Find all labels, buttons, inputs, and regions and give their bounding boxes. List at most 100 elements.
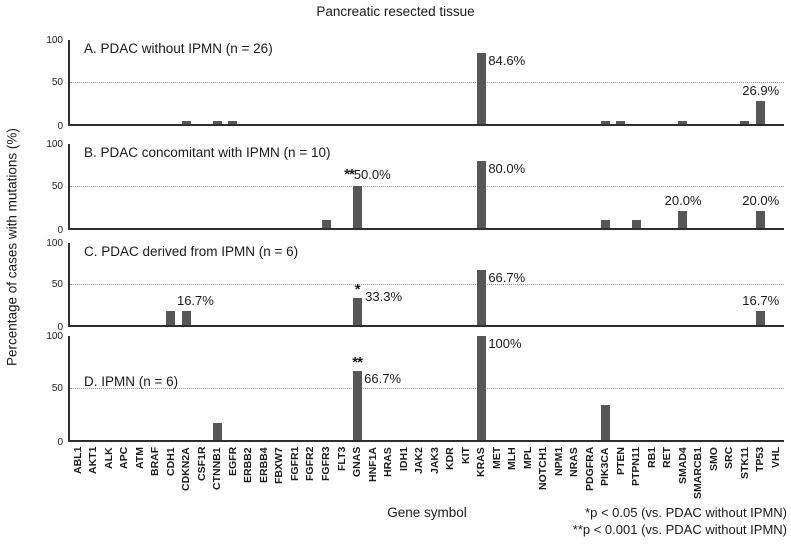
gene-slot-cdkn2a (179, 243, 195, 325)
gene-slot-fgfr3 (318, 144, 334, 228)
panel-b-title: B. PDAC concomitant with IPMN (n = 10) (84, 145, 331, 160)
gene-label-slot: MPL (520, 447, 536, 505)
gene-slot-jak2 (411, 243, 427, 325)
gene-label-csf1r: CSF1R (195, 447, 208, 482)
gene-label-smad4: SMAD4 (676, 447, 689, 484)
y-tick-label: 100 (46, 238, 63, 249)
gene-label-abl1: ABL1 (71, 447, 84, 475)
gene-slot-apc (117, 336, 133, 440)
gene-slot-met (489, 336, 505, 440)
gene-label-met: MET (490, 447, 503, 470)
gene-label-nras: NRAS (568, 447, 581, 477)
y-tick-label: 100 (46, 35, 63, 46)
gridline-50 (70, 186, 784, 187)
gene-label-hnf1a: HNF1A (366, 447, 379, 483)
gene-slot-kdr (442, 336, 458, 440)
annotation-cdkn2a: 16.7% (176, 293, 214, 309)
gene-label-slot: FGFR1 (287, 447, 303, 505)
gene-slot-smad4 (675, 336, 691, 440)
gene-slot-akt1 (86, 144, 102, 228)
annotation-tp53: 20.0% (742, 193, 780, 209)
gene-label-gnas: GNAS (351, 447, 364, 478)
gene-label-fbxw7: FBXW7 (273, 447, 286, 484)
annotation-gnas: ** (352, 353, 363, 371)
bar-egfr (228, 120, 238, 124)
gene-slot-atm (132, 243, 148, 325)
gene-slot-erbb4 (256, 144, 272, 228)
x-axis-title: Gene symbol (387, 505, 467, 520)
gene-slot-pdgfra (582, 336, 598, 440)
gene-slot-pik3ca (598, 336, 614, 440)
gene-slot-erbb4 (256, 336, 272, 440)
gene-slot-akt1 (86, 336, 102, 440)
gene-slot-pdgfra (582, 243, 598, 325)
gene-label-slot: ABL1 (70, 447, 86, 505)
gene-label-apc: APC (118, 447, 131, 470)
annotation-kras: 100% (488, 336, 522, 351)
gene-slot-braf (148, 40, 164, 124)
gene-slot-erbb4 (256, 40, 272, 124)
gene-slot-kit (458, 336, 474, 440)
gene-label-stk11: STK11 (738, 447, 751, 480)
gene-label-idh1: IDH1 (397, 447, 410, 471)
gene-slot-hnf1a (365, 40, 381, 124)
significance-stars: ** (352, 353, 363, 371)
gene-slot-smad4 (675, 40, 691, 124)
gene-slot-jak2 (411, 144, 427, 228)
gene-label-braf: BRAF (149, 447, 162, 477)
gene-slot-cdh1 (163, 40, 179, 124)
bars-area (70, 336, 784, 440)
gene-slot-mlh (504, 144, 520, 228)
gene-label-slot: ATM (132, 447, 148, 505)
gene-label-slot: SRC (722, 447, 738, 505)
gene-slot-alk (101, 243, 117, 325)
gene-label-slot: IDH1 (396, 447, 412, 505)
annotation-value: 50.0% (353, 167, 391, 182)
gene-label-slot: SMAD4 (675, 447, 691, 505)
gene-label-erbb4: ERBB4 (257, 447, 270, 483)
y-axis-ticks: 100 50 0 (40, 238, 68, 333)
annotation-kras: 84.6% (488, 52, 526, 68)
bar-cdh1 (166, 311, 176, 325)
gene-slot-fbxw7 (272, 336, 288, 440)
gene-label-slot: JAK2 (411, 447, 427, 505)
gene-label-hras: HRAS (382, 447, 395, 477)
gene-slot-smo (706, 144, 722, 228)
gene-slot-erbb2 (241, 144, 257, 228)
gene-label-slot: PTEN (613, 447, 629, 505)
gene-label-slot: ALK (101, 447, 117, 505)
panel-a-title: A. PDAC without IPMN (n = 26) (84, 41, 273, 56)
gene-slot-mpl (520, 336, 536, 440)
gene-slot-flt3 (334, 144, 350, 228)
gene-label-slot: PDGFRA (582, 447, 598, 505)
annotation-gnas: 66.7% (364, 370, 402, 386)
gene-label-jak2: JAK2 (413, 447, 426, 474)
gene-slot-tp53 (753, 144, 769, 228)
gene-label-jak3: JAK3 (428, 447, 441, 474)
gene-label-slot: TP53 (753, 447, 769, 505)
gene-slot-kras (473, 336, 489, 440)
gene-slot-atm (132, 144, 148, 228)
gene-slot-csf1r (194, 144, 210, 228)
gene-label-slot: HNF1A (365, 447, 381, 505)
gene-label-slot: HRAS (380, 447, 396, 505)
gene-slot-rb1 (644, 243, 660, 325)
gene-slot-kit (458, 243, 474, 325)
gene-slot-jak3 (427, 144, 443, 228)
gene-slot-kras (473, 40, 489, 124)
gene-label-slot: CTNNB1 (210, 447, 226, 505)
gene-slot-smo (706, 243, 722, 325)
gene-slot-idh1 (396, 40, 412, 124)
gene-slot-hras (380, 243, 396, 325)
gene-label-slot: SMARCB1 (691, 447, 707, 505)
gene-slot-idh1 (396, 144, 412, 228)
gene-slot-abl1 (70, 144, 86, 228)
gene-slot-kdr (442, 243, 458, 325)
gene-slot-ctnnb1 (210, 144, 226, 228)
panel-b: 100 50 0 B. PDAC concomitant with IPMN (n =… (40, 139, 784, 236)
footnote-p005: *p < 0.05 (vs. PDAC without IPMN) (585, 505, 787, 520)
gene-slot-smarcb1 (691, 243, 707, 325)
gene-label-smarcb1: SMARCB1 (692, 447, 705, 499)
gene-slot-fgfr2 (303, 40, 319, 124)
